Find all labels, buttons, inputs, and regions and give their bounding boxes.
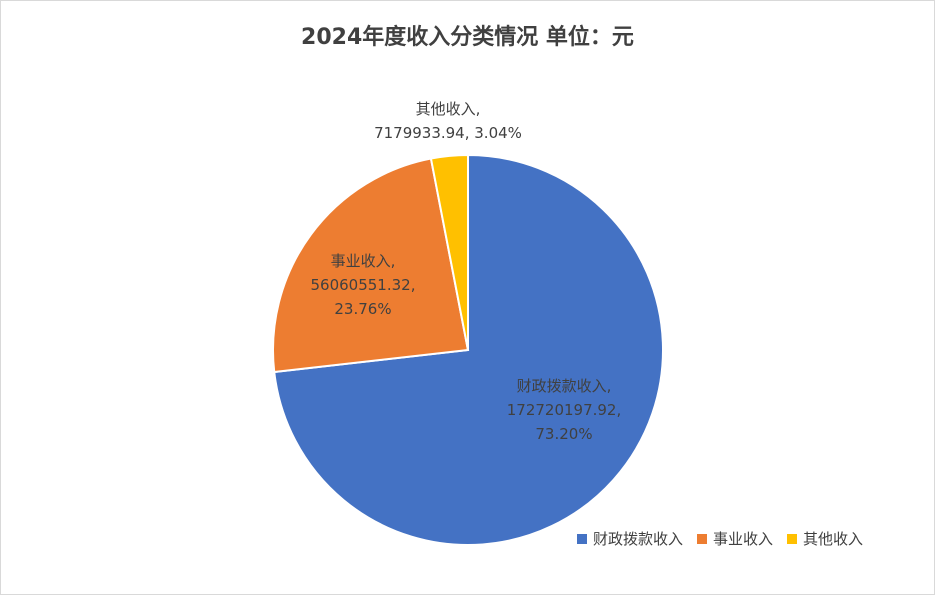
legend-item-2: 其他收入 <box>787 528 863 549</box>
legend-label-0: 财政拨款收入 <box>593 530 684 548</box>
legend-item-0: 财政拨款收入 <box>577 528 683 549</box>
chart-title: 2024年度收入分类情况 单位：元 <box>301 25 634 50</box>
data-label-1: 事业收入, 56060551.32, 23.76% <box>311 252 416 318</box>
legend-swatch-2 <box>787 533 798 544</box>
pie-slice-2 <box>429 153 469 351</box>
legend-label-2: 其他收入 <box>803 530 864 548</box>
pie-slice-1 <box>272 157 470 374</box>
legend-swatch-1 <box>697 533 708 544</box>
chart-legend: 财政拨款收入 事业收入 其他收入 <box>577 528 863 549</box>
data-label-0: 财政拨款收入, 172720197.92, 73.20% <box>507 377 622 443</box>
data-label-2: 其他收入, 7179933.94, 3.04% <box>374 100 522 142</box>
legend-swatch-0 <box>577 533 587 544</box>
legend-item-1: 事业收入 <box>697 528 773 549</box>
legend-label-1: 事业收入 <box>713 530 774 548</box>
